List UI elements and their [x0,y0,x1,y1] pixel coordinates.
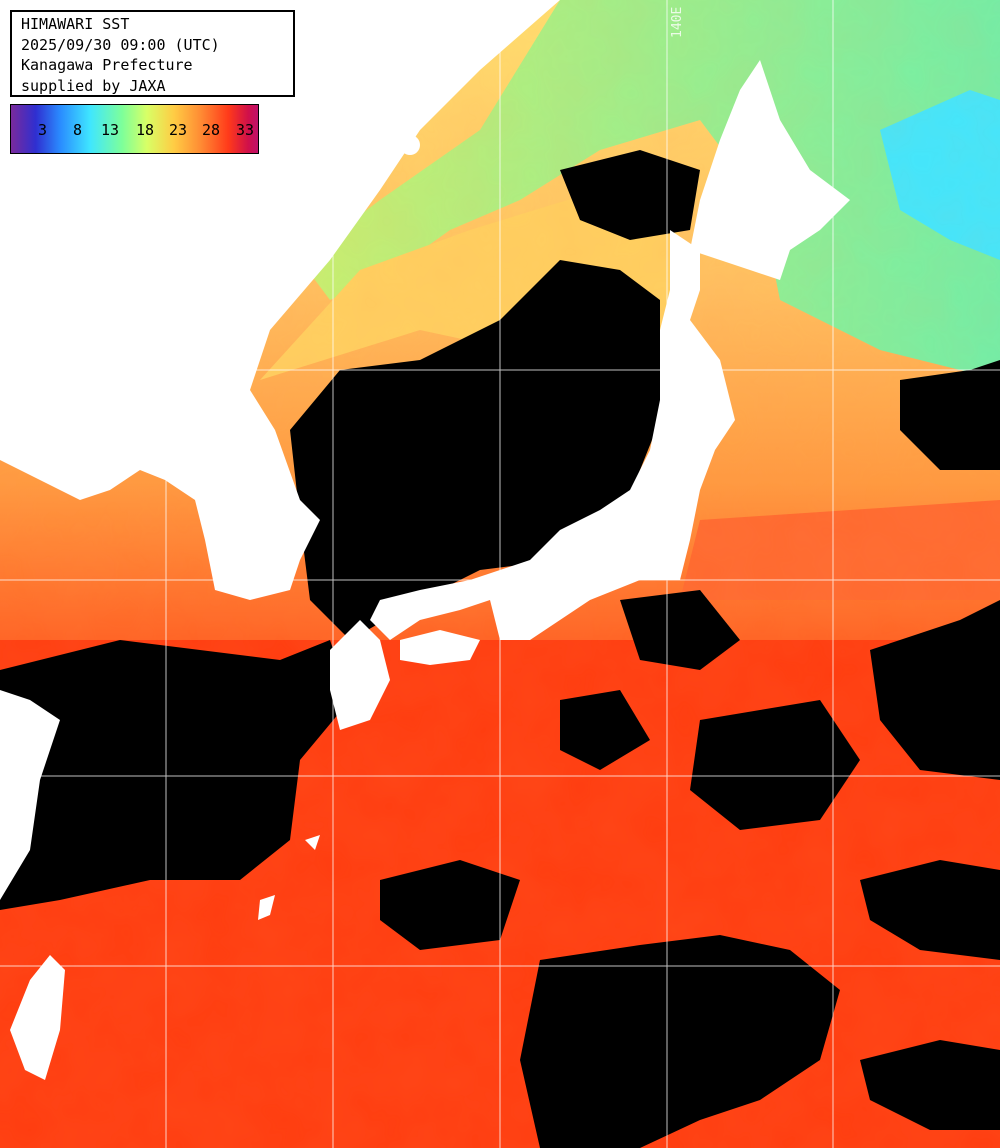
cloud-mask [0,150,1000,1148]
legend-tick: 3 [38,121,48,139]
kyushu [330,620,390,730]
latitude-label-30: 30N [14,760,38,775]
info-box: HIMAWARI SST 2025/09/30 09:00 (UTC) Kana… [10,10,295,97]
map-region: Kanagawa Prefecture [21,56,193,74]
legend-tick: 28 [202,121,221,139]
legend-tick: 23 [169,121,188,139]
map-credit: supplied by JAXA [21,76,166,95]
longitude-label: 140E [670,6,685,38]
latitude-label-40: 40N [14,353,38,368]
legend-tick: 33 [236,121,255,139]
legend-tick: 8 [73,121,83,139]
color-scale-legend: 3 8 13 18 23 28 33 [10,104,259,154]
legend-tick: 18 [136,121,155,139]
honshu [370,230,735,640]
shikoku [400,630,480,665]
legend-tick: 13 [101,121,120,139]
map-title: HIMAWARI SST [21,15,130,33]
hokkaido [690,60,850,280]
china-coast [0,690,60,900]
taiwan [10,955,65,1080]
map-datetime: 2025/09/30 09:00 (UTC) [21,35,220,54]
